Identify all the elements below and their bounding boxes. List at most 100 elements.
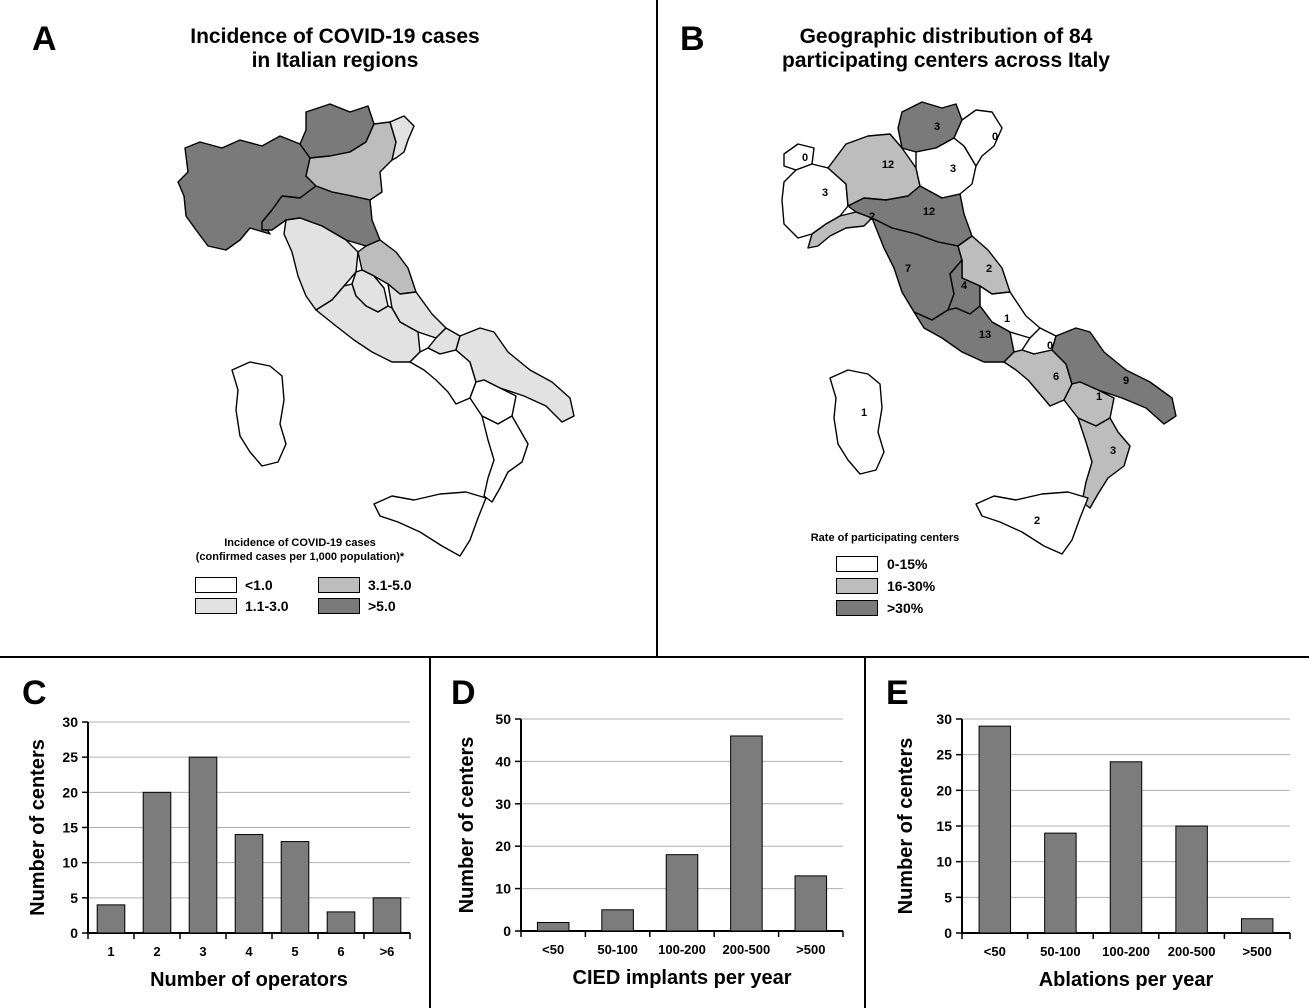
chart-c-category-label: >6 — [380, 944, 395, 959]
panel-a-legend-title-line1: Incidence of COVID-19 cases — [224, 537, 376, 549]
chart-c-ytick-label: 20 — [62, 784, 78, 800]
chart-e-bar-3 — [1109, 761, 1143, 934]
legend-a-swatch-1to3 — [195, 598, 237, 614]
chart-e-ytick-label: 15 — [936, 818, 952, 834]
chart-c-category-label: 4 — [245, 944, 253, 959]
chart-c-category-label: 1 — [107, 944, 114, 959]
chart-d-bar-4 — [730, 735, 763, 932]
region-lazio — [913, 305, 1015, 363]
chart-d-ytick-label: 0 — [503, 923, 511, 939]
count-veneto: 3 — [950, 163, 956, 175]
chart-c-ytick-label: 15 — [62, 820, 78, 836]
count-abruzzo: 1 — [1004, 313, 1010, 325]
chart-c-y-axis-label: Number of centers — [27, 739, 49, 916]
region-calabria — [481, 415, 529, 503]
count-piemonte: 3 — [822, 187, 828, 199]
legend-a-label-1to3: 1.1-3.0 — [245, 598, 289, 614]
vertical-divider-d-e — [864, 656, 866, 1008]
count-sicilia: 2 — [1034, 515, 1040, 527]
chart-e-ytick-label: 10 — [936, 854, 952, 870]
panel-a-title-line1: Incidence of COVID-19 cases — [190, 25, 480, 48]
panel-b-title: Geographic distribution of 84 participat… — [760, 25, 1132, 73]
region-calabria — [1077, 417, 1131, 509]
chart-c-ytick-label: 10 — [62, 855, 78, 871]
count-sardegna: 1 — [861, 407, 867, 419]
count-campania: 6 — [1053, 371, 1059, 383]
legend-a-swatch-gt5 — [318, 598, 360, 614]
count-valle-aosta: 0 — [802, 152, 808, 164]
chart-c-category-label: 6 — [337, 944, 344, 959]
italy-map-centers: 0 3 12 3 3 0 2 12 7 2 4 1 13 0 9 6 1 1 3… — [781, 101, 1177, 555]
chart-e-bar-1 — [978, 725, 1012, 934]
chart-e-ytick-label: 20 — [936, 782, 952, 798]
legend-a-label-3to5: 3.1-5.0 — [368, 577, 412, 593]
chart-e-bar-5 — [1240, 918, 1274, 934]
chart-d-ytick-label: 30 — [495, 796, 511, 812]
chart-e-category-label: 100-200 — [1102, 944, 1150, 959]
chart-e-bar-2 — [1044, 832, 1077, 934]
chart-e-ablations: E 0 5 10 15 20 25 30 <50 50-100 100-200 200-500 >500… — [886, 674, 1291, 991]
count-lombardia: 12 — [882, 159, 894, 171]
count-friuli: 0 — [992, 131, 998, 143]
region-emilia-liguria — [261, 185, 381, 247]
chart-e-ytick-label: 0 — [944, 925, 952, 941]
panel-a-legend-title-line2: (confirmed cases per 1,000 population)* — [195, 551, 405, 563]
panel-a-title: Incidence of COVID-19 cases in Italian r… — [150, 25, 520, 73]
italy-map-incidence — [177, 103, 575, 557]
count-molise: 0 — [1047, 340, 1053, 352]
panel-a-title-line2: in Italian regions — [251, 49, 419, 72]
chart-d-bar-5 — [794, 875, 828, 932]
region-sardegna — [231, 361, 287, 467]
legend-b-label-0-15: 0-15% — [887, 556, 928, 572]
legend-a-swatch-3to5 — [318, 577, 360, 593]
chart-c-category-label: 5 — [291, 944, 298, 959]
chart-d-category-label: 50-100 — [597, 942, 637, 957]
legend-b-swatch-16-30 — [836, 578, 878, 594]
panel-b-title-line2: participating centers across Italy — [782, 49, 1110, 72]
chart-c-bar-1 — [96, 904, 126, 934]
region-lazio — [315, 283, 421, 363]
chart-c-bar-7 — [372, 897, 402, 934]
chart-d-letter: D — [451, 674, 476, 712]
chart-c-letter: C — [22, 674, 47, 712]
legend-b-label-gt30: >30% — [887, 600, 924, 616]
panel-letter-b: B — [680, 20, 705, 58]
chart-d-bar-1 — [536, 922, 570, 932]
chart-d-bar-3 — [665, 854, 699, 932]
chart-d-ytick-label: 50 — [495, 711, 511, 727]
chart-e-x-axis-label: Ablations per year — [1039, 969, 1214, 991]
chart-c-bar-5 — [280, 841, 310, 934]
chart-d-category-label: >500 — [796, 942, 825, 957]
chart-e-category-label: <50 — [984, 944, 1006, 959]
chart-d-bar-2 — [601, 909, 634, 932]
chart-c-bar-6 — [326, 911, 356, 934]
chart-d-category-label: 100-200 — [658, 942, 706, 957]
count-trentino: 3 — [934, 121, 940, 133]
panel-a-legend-title: Incidence of COVID-19 cases (confirmed c… — [150, 536, 450, 564]
chart-c-bar-4 — [234, 834, 264, 934]
count-calabria: 3 — [1110, 445, 1116, 457]
region-friuli — [953, 109, 1003, 167]
chart-e-category-label: 200-500 — [1168, 944, 1216, 959]
panel-b-legend-title: Rate of participating centers — [810, 532, 960, 544]
chart-d-ytick-label: 10 — [495, 881, 511, 897]
count-toscana: 7 — [905, 263, 911, 275]
vertical-divider-top — [656, 0, 658, 656]
chart-d-x-axis-label: CIED implants per year — [573, 967, 792, 989]
chart-d-category-label: <50 — [542, 942, 564, 957]
chart-e-ytick-label: 5 — [944, 889, 952, 905]
legend-b-swatch-gt30 — [836, 600, 878, 616]
chart-e-y-axis-label: Number of centers — [895, 738, 917, 915]
chart-e-ytick-label: 30 — [936, 711, 952, 727]
region-veneto — [915, 137, 977, 199]
count-lazio: 13 — [979, 329, 991, 341]
chart-c-bar-2 — [142, 791, 172, 934]
chart-c-category-label: 2 — [153, 944, 160, 959]
vertical-divider-c-d — [429, 656, 431, 1008]
region-friuli — [389, 115, 415, 161]
chart-c-ytick-label: 5 — [70, 890, 78, 906]
panel-b-title-line1: Geographic distribution of 84 — [799, 25, 1093, 48]
count-liguria: 2 — [869, 211, 875, 223]
chart-d-cied-implants: D 0 10 20 30 40 50 <50 50-100 100-200 200-500 >500 C… — [451, 674, 844, 989]
count-umbria: 4 — [961, 280, 968, 292]
